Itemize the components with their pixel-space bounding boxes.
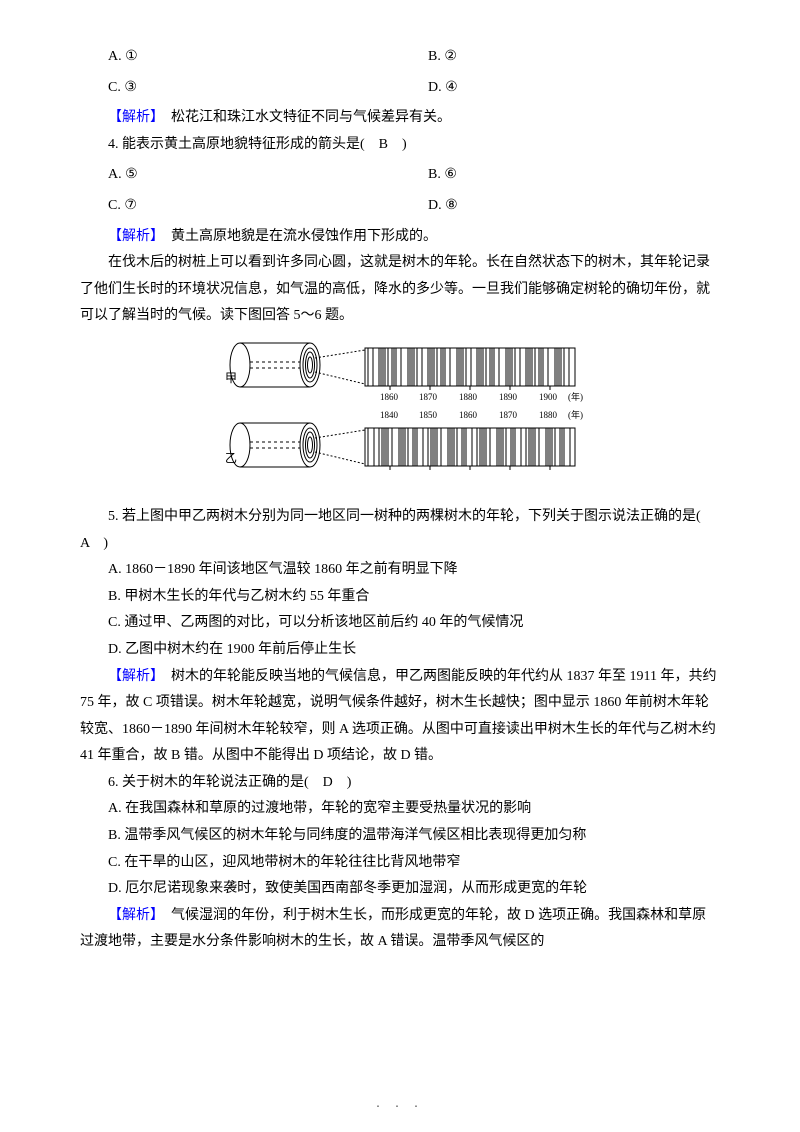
tick-b3: 1860: [459, 410, 478, 420]
q4-option-c: C. ⑦: [80, 193, 400, 220]
rings-jia: [365, 348, 575, 390]
tick-t5: 1900: [539, 392, 558, 402]
q4-option-a: A. ⑤: [80, 162, 400, 189]
rings-yi: [365, 428, 575, 470]
q3-option-d: D. ④: [400, 75, 720, 102]
context-5-6: 在伐木后的树桩上可以看到许多同心圆，这就是树木的年轮。长在自然状态下的树木，其年…: [80, 250, 720, 330]
q4-option-d: D. ⑧: [400, 193, 720, 220]
document-page: A. ① B. ② C. ③ D. ④ 【解析】 松花江和珠江水文特征不同与气候…: [0, 0, 800, 1132]
q4-analysis: 【解析】 黄土高原地貌是在流水侵蚀作用下形成的。: [80, 224, 720, 251]
q3-analysis: 【解析】 松花江和珠江水文特征不同与气候差异有关。: [80, 105, 720, 132]
q5-analysis-text: 树木的年轮能反映当地的气候信息，甲乙两图能反映的年代约从 1837 年至 191…: [80, 669, 716, 764]
q3-option-a: A. ①: [80, 44, 400, 71]
label-jia: 甲: [225, 371, 237, 385]
analysis-label: 【解析】: [108, 229, 171, 244]
tree-ring-diagram: 甲 1860 1870 1880 1890 1900 (年): [80, 340, 720, 490]
tick-t2: 1870: [419, 392, 438, 402]
q6-option-d: D. 厄尔尼诺现象来袭时，致使美国西南部冬季更加湿润，从而形成更宽的年轮: [80, 876, 720, 903]
label-yi: 乙: [225, 451, 237, 465]
tick-b1: 1840: [380, 410, 399, 420]
log-yi: [230, 423, 365, 467]
q6-option-b: B. 温带季风气候区的树木年轮与同纬度的温带海洋气候区相比表现得更加匀称: [80, 823, 720, 850]
q6-stem: 6. 关于树木的年轮说法正确的是( D ): [80, 770, 720, 797]
unit-top: (年): [568, 391, 583, 402]
q6-analysis: 【解析】 气候湿润的年份，利于树木生长，而形成更宽的年轮，故 D 选项正确。我国…: [80, 903, 720, 956]
diagram-svg: 甲 1860 1870 1880 1890 1900 (年): [190, 340, 610, 490]
tick-t1: 1860: [380, 392, 399, 402]
q4-option-row-1: A. ⑤ B. ⑥: [80, 162, 720, 189]
tick-t3: 1880: [459, 392, 478, 402]
q4-stem: 4. 能表示黄土高原地貌特征形成的箭头是( B ): [80, 132, 720, 159]
tick-b2: 1850: [419, 410, 438, 420]
q5-option-b: B. 甲树木生长的年代与乙树木约 55 年重合: [80, 584, 720, 611]
q4-option-b: B. ⑥: [400, 162, 720, 189]
footer-dots: . . .: [0, 1091, 800, 1118]
tick-b4: 1870: [499, 410, 518, 420]
analysis-label: 【解析】: [108, 908, 171, 923]
q3-option-c: C. ③: [80, 75, 400, 102]
q5-option-d: D. 乙图中树木约在 1900 年前后停止生长: [80, 637, 720, 664]
q3-option-row-2: C. ③ D. ④: [80, 75, 720, 102]
q3-option-b: B. ②: [400, 44, 720, 71]
q5-stem: 5. 若上图中甲乙两树木分别为同一地区同一树种的两棵树木的年轮，下列关于图示说法…: [80, 504, 720, 557]
tick-b5: 1880: [539, 410, 558, 420]
q3-analysis-text: 松花江和珠江水文特征不同与气候差异有关。: [171, 110, 451, 125]
q6-option-a: A. 在我国森林和草原的过渡地带，年轮的宽窄主要受热量状况的影响: [80, 796, 720, 823]
q6-option-c: C. 在干旱的山区，迎风地带树木的年轮往往比背风地带窄: [80, 850, 720, 877]
tick-t4: 1890: [499, 392, 518, 402]
q5-option-a: A. 1860－1890 年间该地区气温较 1860 年之前有明显下降: [80, 557, 720, 584]
analysis-label: 【解析】: [108, 110, 171, 125]
analysis-label: 【解析】: [108, 669, 171, 684]
q5-option-c: C. 通过甲、乙两图的对比，可以分析该地区前后约 40 年的气候情况: [80, 610, 720, 637]
q4-analysis-text: 黄土高原地貌是在流水侵蚀作用下形成的。: [171, 229, 437, 244]
q6-analysis-text: 气候湿润的年份，利于树木生长，而形成更宽的年轮，故 D 选项正确。我国森林和草原…: [80, 908, 706, 950]
q5-analysis: 【解析】 树木的年轮能反映当地的气候信息，甲乙两图能反映的年代约从 1837 年…: [80, 664, 720, 770]
unit-bot: (年): [568, 409, 583, 420]
q3-option-row-1: A. ① B. ②: [80, 44, 720, 71]
log-jia: [230, 343, 365, 387]
q4-option-row-2: C. ⑦ D. ⑧: [80, 193, 720, 220]
